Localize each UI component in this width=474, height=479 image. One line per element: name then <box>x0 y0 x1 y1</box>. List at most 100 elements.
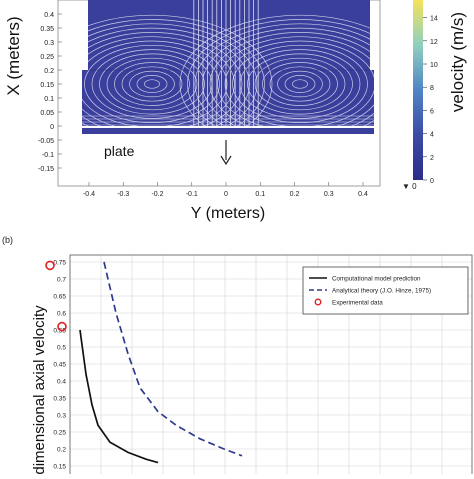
streamline-vortex-loop <box>82 14 273 126</box>
colorbar <box>413 0 423 180</box>
streamline-vortex-loop <box>106 57 198 111</box>
experimental-data-point <box>45 260 55 271</box>
chart-y-tick-label: 0.15 <box>53 464 66 471</box>
legend-entry-label: Computational model prediction <box>332 275 421 282</box>
colorbar-tick-label: 6 <box>430 108 434 115</box>
streamline-vortex-loop <box>136 75 168 93</box>
flow-x-tick-label: 0.4 <box>358 191 368 198</box>
flow-field-panel: 0.40.350.30.250.20.150.10.050-0.05-0.1-0… <box>4 0 467 222</box>
chart-y-tick-label: 0.5 <box>57 345 66 352</box>
flow-x-axis-label: Y (meters) <box>191 205 265 222</box>
flow-domain <box>82 0 374 166</box>
colorbar-ticks: 14 12 10 8 6 4 2 0 <box>423 16 438 185</box>
colorbar-min-marker: ▼ 0 <box>402 182 417 191</box>
colorbar-tick-label: 4 <box>430 132 434 139</box>
flow-y-ticks: 0.4 0.35 0.3 0.25 0.2 0.15 0.1 0.05 0 -0.05 -0.1 -0… <box>38 12 62 173</box>
flow-y-axis-label: X (meters) <box>4 16 23 95</box>
colorbar-tick-label: 12 <box>430 39 438 46</box>
analytical-theory-line <box>103 261 243 457</box>
plate-label: plate <box>104 143 135 159</box>
streamline-vortex-loop <box>129 70 175 98</box>
colorbar-tick-label: 14 <box>430 16 438 23</box>
colorbar-tick-label: 10 <box>430 62 438 69</box>
computational-model-line <box>79 329 159 464</box>
flow-x-tick-label: 0.3 <box>324 191 334 198</box>
chart-series <box>45 260 243 464</box>
chart-y-tick-label: 0.7 <box>57 277 66 284</box>
streamline-vortex-loop <box>224 40 374 126</box>
velocity-chart: 0.75 0.7 0.65 0.6 0.55 0.5 0.45 0.4 0.35 0.3 0.25 0… <box>31 254 473 477</box>
legend-entry-label: Analytical theory (J.O. Hinze, 1975) <box>332 287 431 294</box>
flow-y-tick-label: -0.15 <box>38 166 54 173</box>
streamline-vortex-loop <box>99 53 205 115</box>
chart-y-tick-label: 0.75 <box>53 260 66 267</box>
flow-y-tick-label: 0.15 <box>40 82 54 89</box>
flow-x-tick-label: -0.3 <box>117 191 129 198</box>
plate-arrow-head <box>220 155 232 166</box>
streamline-vortex-loop <box>254 57 346 111</box>
flow-x-tick-label: 0 <box>224 191 228 198</box>
chart-y-tick-label: 0.55 <box>53 328 66 335</box>
streamline-vortex-loop <box>217 36 374 126</box>
flow-y-tick-label: 0.25 <box>40 54 54 61</box>
flow-x-ticks: -0.4 -0.3 -0.2 -0.1 0 0.1 0.2 0.3 0.4 <box>83 182 368 198</box>
streamline-vortex-loop <box>82 36 235 126</box>
flow-x-tick-label: -0.1 <box>186 191 198 198</box>
streamline-vortex-loop <box>269 66 331 102</box>
streamline-vortex-loop <box>247 53 353 115</box>
legend-entry-label: Experimental data <box>332 299 383 306</box>
streamline-vortex-loop <box>262 62 338 106</box>
flow-y-tick-label: 0.2 <box>44 68 54 75</box>
colorbar-tick-label: 8 <box>430 85 434 92</box>
flow-y-tick-label: 0.4 <box>44 12 54 19</box>
chart-y-tick-label: 0.25 <box>53 430 66 437</box>
chart-legend: Computational model prediction Analytical… <box>302 266 469 315</box>
chart-y-axis-label: dimensional axial velocity <box>31 305 48 474</box>
plate-bar <box>82 128 374 134</box>
colorbar-label: velocity (m/s) <box>448 12 467 112</box>
flow-plot-frame <box>57 0 381 187</box>
streamline-vortex-loop <box>277 70 323 98</box>
flow-x-tick-label: -0.2 <box>151 191 163 198</box>
streamline-vortex-loop <box>82 19 265 126</box>
flow-x-tick-label: 0.2 <box>290 191 300 198</box>
panel-b-label: (b) <box>2 235 13 245</box>
flow-y-tick-label: -0.1 <box>42 152 54 159</box>
chart-y-tick-label: 0.35 <box>53 396 66 403</box>
chart-y-tick-label: 0.45 <box>53 362 66 369</box>
chart-y-ticks: 0.75 0.7 0.65 0.6 0.55 0.5 0.45 0.4 0.35 0.3 0.25 0… <box>53 260 66 471</box>
colorbar-tick-label: 2 <box>430 155 434 162</box>
flow-x-tick-label: 0.1 <box>255 191 265 198</box>
streamline-vortex-loop <box>82 32 243 126</box>
flow-x-tick-label: -0.4 <box>83 191 95 198</box>
streamline-vortex-loop <box>284 75 316 93</box>
flow-y-tick-label: -0.05 <box>38 138 54 145</box>
flow-y-tick-label: 0.1 <box>44 96 54 103</box>
streamline-vortex-loop <box>209 32 374 126</box>
streamline-vortex-loop <box>82 23 258 126</box>
streamline-vortex-loop <box>82 27 250 126</box>
streamline-vortex-loop <box>179 14 374 126</box>
streamlines <box>82 0 374 126</box>
legend-box <box>302 266 469 315</box>
streamline-vortex-loop <box>202 27 374 126</box>
streamline-vortex-loop <box>292 79 308 89</box>
streamline-vortex-loop <box>82 40 228 126</box>
flow-y-tick-label: 0.3 <box>44 40 54 47</box>
chart-y-tick-label: 0.4 <box>57 379 66 386</box>
streamline-vortex-loop <box>144 79 160 89</box>
streamline-vortex-loop <box>121 66 183 102</box>
streamline-vortex-loop <box>84 44 220 124</box>
streamline-vortex-loop <box>194 23 374 126</box>
flow-y-tick-label: 0.35 <box>40 26 54 33</box>
streamline-vortex-loop <box>114 62 190 106</box>
flow-y-tick-label: 0 <box>50 124 54 131</box>
chart-y-tick-label: 0.2 <box>57 447 66 454</box>
chart-y-tick-label: 0.6 <box>57 311 66 318</box>
streamline-vortex-loop <box>232 44 368 124</box>
streamline-vortex-loop <box>187 19 374 126</box>
chart-y-tick-label: 0.3 <box>57 413 66 420</box>
experimental-data-point <box>57 321 67 332</box>
